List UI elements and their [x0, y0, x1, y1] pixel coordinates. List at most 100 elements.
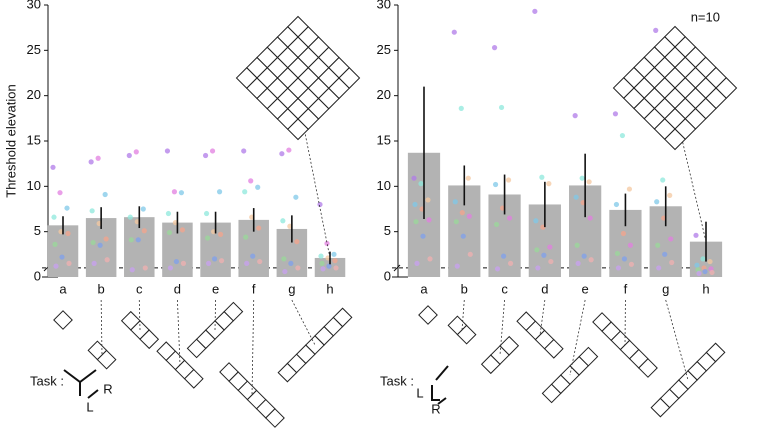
stimulus-square: [578, 346, 599, 367]
subject-point: [653, 27, 659, 33]
subject-point: [140, 206, 146, 212]
subject-point: [286, 147, 292, 153]
subject-point: [587, 215, 593, 221]
subject-point: [411, 175, 417, 181]
connector: [100, 299, 103, 356]
task-icon: [63, 365, 449, 405]
subject-point: [662, 251, 668, 257]
subject-point: [628, 261, 635, 267]
stimulus-square: [638, 358, 658, 378]
subject-point: [413, 219, 419, 225]
subject-point: [166, 229, 173, 236]
stimulus-square: [456, 324, 477, 345]
subject-point: [467, 251, 473, 257]
subject-point: [326, 263, 332, 269]
subject-point: [333, 265, 339, 271]
subject-point: [211, 256, 218, 262]
subject-point: [654, 199, 660, 205]
y-tick-label: 15: [377, 132, 391, 147]
subject-point: [294, 239, 300, 245]
y-tick-label: 30: [27, 0, 41, 11]
annotation: n=10: [691, 9, 720, 24]
subject-point: [288, 260, 294, 266]
connector: [291, 299, 316, 346]
stimulus-square: [183, 368, 204, 389]
task-right: R: [431, 401, 440, 416]
subject-point: [51, 214, 57, 220]
subject-point: [295, 265, 301, 271]
subject-point: [324, 240, 330, 247]
subject-point: [493, 221, 500, 228]
x-tick-label: h: [326, 281, 333, 296]
stimulus: [219, 362, 285, 428]
subject-point: [164, 148, 171, 154]
subject-point: [414, 260, 420, 266]
y-tick-label: 20: [377, 87, 391, 102]
subject-point: [171, 189, 178, 195]
subject-point: [619, 132, 626, 139]
task-left: L: [86, 399, 93, 414]
stimulus: [53, 310, 73, 330]
connector: [214, 299, 216, 331]
subject-point: [668, 236, 674, 242]
subject-point: [581, 253, 587, 259]
subject-point: [279, 151, 285, 157]
subject-point: [572, 113, 578, 119]
x-tick-label: f: [624, 281, 628, 296]
subject-point: [427, 256, 433, 262]
subject-point: [667, 192, 673, 198]
connector: [499, 299, 505, 356]
subject-point: [52, 241, 58, 247]
subject-point: [500, 253, 507, 259]
subject-point: [694, 262, 700, 268]
subject-point: [418, 181, 424, 187]
subject-point: [620, 230, 627, 237]
stimulus: [650, 342, 726, 418]
subject-point: [626, 186, 633, 192]
subject-point: [426, 217, 432, 223]
subject-point: [250, 253, 256, 259]
subject-point: [319, 260, 325, 266]
subject-point: [95, 155, 101, 161]
stimulus: [541, 346, 599, 404]
subject-point: [53, 263, 59, 269]
x-tick-label: b: [98, 281, 105, 296]
subject-point: [50, 164, 56, 170]
connector: [665, 299, 689, 381]
subject-point: [204, 235, 211, 241]
subject-point: [451, 29, 457, 35]
subject-point: [627, 242, 634, 248]
subject-point: [574, 242, 580, 248]
task-label: Task :: [30, 373, 64, 388]
subject-point: [180, 260, 187, 266]
y-tick-label: 5: [34, 223, 41, 238]
task-left: L: [416, 385, 423, 400]
x-tick-label: c: [136, 281, 143, 296]
connector: [177, 299, 181, 366]
x-tick-label: a: [59, 281, 67, 296]
subject-point: [241, 148, 247, 154]
subject-point: [280, 218, 286, 224]
subject-point: [458, 105, 464, 111]
subject-point: [412, 201, 418, 208]
subject-point: [696, 270, 702, 276]
subject-point: [331, 251, 337, 257]
subject-point: [506, 215, 513, 221]
y-tick-label: 25: [27, 42, 41, 57]
axis-break: [393, 264, 401, 272]
subject-point: [243, 234, 249, 240]
subject-point: [217, 231, 224, 237]
subject-point: [586, 179, 592, 185]
y-tick-label: 10: [377, 178, 391, 193]
subject-point: [612, 111, 619, 117]
subject-point: [242, 189, 248, 195]
subject-point: [693, 232, 699, 238]
subject-point: [547, 244, 553, 250]
subject-point: [97, 242, 103, 248]
subject-point: [460, 233, 466, 239]
subject-point: [498, 104, 505, 111]
subject-point: [507, 260, 514, 266]
subject-point: [103, 236, 109, 242]
subject-point: [57, 190, 63, 196]
